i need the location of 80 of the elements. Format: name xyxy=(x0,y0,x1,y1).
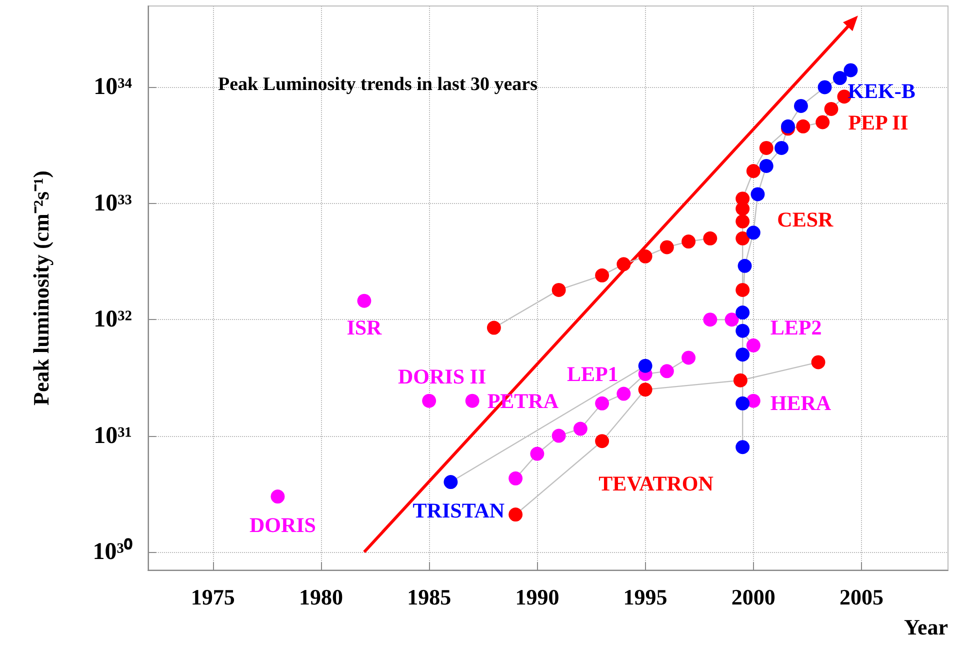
series-label: KEK-B xyxy=(848,79,916,104)
point xyxy=(811,355,826,370)
series-label: TEVATRON xyxy=(598,472,714,496)
point xyxy=(759,158,774,173)
text: CESR xyxy=(777,207,834,232)
series-label: ISR xyxy=(346,315,383,340)
x-axis-title: Year xyxy=(904,614,948,640)
x-tick-label: 2005 xyxy=(840,584,884,610)
x-tick-label: 2000 xyxy=(731,584,776,610)
point xyxy=(746,338,760,352)
point xyxy=(660,240,674,254)
point xyxy=(736,440,750,454)
point xyxy=(638,358,652,373)
point xyxy=(530,446,544,461)
point xyxy=(465,394,480,408)
point xyxy=(595,268,610,282)
point xyxy=(832,71,847,86)
x-tick-label: 1990 xyxy=(515,584,560,610)
y-tick-label: 10³⁴ xyxy=(94,74,132,100)
series-label: DORIS xyxy=(249,513,316,538)
series-label: PEP II xyxy=(848,110,908,135)
series-label: TRISTAN xyxy=(412,498,505,523)
point xyxy=(733,373,748,388)
point xyxy=(774,140,789,155)
point xyxy=(703,231,718,246)
series-label: LEP1 xyxy=(566,362,618,386)
point xyxy=(595,396,610,410)
point xyxy=(746,164,760,178)
point xyxy=(552,282,566,297)
x-tick-label: 1985 xyxy=(407,584,452,610)
point xyxy=(736,214,750,228)
y-tick-label: 10³¹ xyxy=(94,422,132,449)
point xyxy=(682,234,696,249)
point xyxy=(824,102,838,116)
point xyxy=(844,63,858,78)
x-tick-label: 1980 xyxy=(298,584,343,610)
point xyxy=(796,119,810,134)
x-tick-label: 1995 xyxy=(623,584,668,610)
point xyxy=(736,324,750,338)
y-tick-label: 10³² xyxy=(94,306,132,333)
series-label: HERA xyxy=(770,390,832,415)
y-tick-label: 10³⁰ xyxy=(92,538,133,565)
point xyxy=(736,192,750,206)
point xyxy=(816,115,830,130)
point xyxy=(552,428,566,443)
point xyxy=(486,320,501,335)
point xyxy=(703,312,718,327)
text: Peak Luminosity trends in last 30 years xyxy=(218,74,538,95)
point xyxy=(736,282,750,297)
point xyxy=(616,386,631,401)
point xyxy=(818,80,832,94)
point xyxy=(736,306,750,320)
point xyxy=(270,490,285,504)
point xyxy=(682,350,696,365)
series-label: LEP2 xyxy=(770,315,822,340)
point xyxy=(724,312,739,327)
point xyxy=(746,226,760,240)
point xyxy=(794,98,808,113)
point xyxy=(573,422,588,436)
point xyxy=(759,140,774,155)
point xyxy=(595,434,610,448)
point xyxy=(781,119,795,134)
point xyxy=(660,364,674,378)
point xyxy=(357,294,372,308)
point xyxy=(508,471,523,486)
point xyxy=(616,257,631,272)
point xyxy=(736,348,750,362)
point xyxy=(444,475,458,490)
series-label: DORIS II xyxy=(398,364,486,388)
point xyxy=(738,258,752,273)
point xyxy=(638,382,652,397)
point xyxy=(508,508,523,522)
y-tick-label: 10³³ xyxy=(94,190,132,216)
x-tick-label: 1975 xyxy=(190,584,235,610)
point xyxy=(750,187,765,202)
point xyxy=(638,249,652,264)
point xyxy=(422,394,436,408)
y-axis-title: Peak luminosity (cm⁻²s⁻¹) xyxy=(28,170,54,406)
point xyxy=(736,396,750,410)
point xyxy=(736,231,750,246)
